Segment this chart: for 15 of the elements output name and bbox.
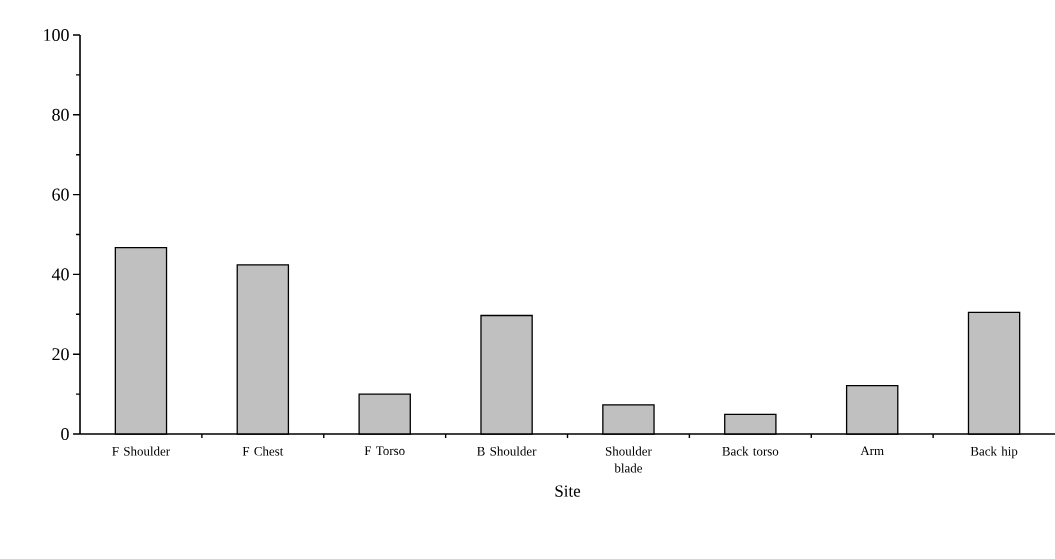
x-tick-label: F Shoulder (112, 446, 170, 456)
x-tick-label: Back hip (970, 446, 1018, 459)
x-axis-title: Site (555, 485, 581, 497)
x-tick-label: B Shoulder (477, 446, 537, 456)
y-tick-label: 80 (52, 108, 69, 121)
y-tick-label: 100 (44, 28, 69, 42)
x-tick-label: Arm (860, 446, 884, 456)
y-tick-label: 40 (51, 268, 69, 281)
y-tick-label: 60 (52, 188, 69, 201)
y-tick-label: 0 (61, 427, 69, 441)
x-tick-label: Shoulder blade (605, 446, 652, 473)
y-tick-label: 20 (52, 348, 69, 361)
x-tick-label: F Torso (364, 446, 405, 456)
x-tick-label: Back torso (722, 446, 779, 456)
x-tick-label: F Chest (242, 446, 284, 456)
